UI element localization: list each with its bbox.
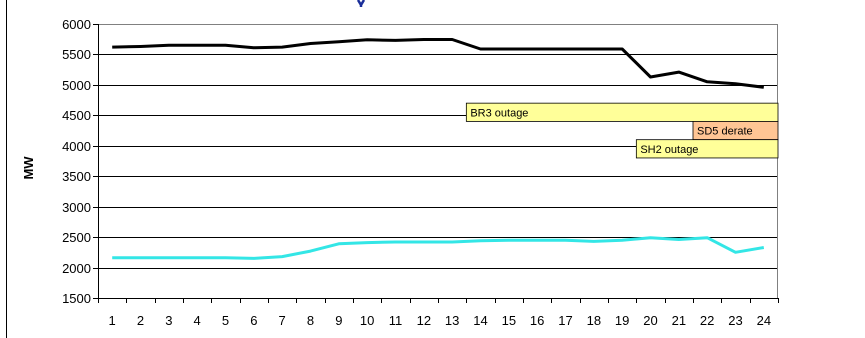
x-tick-label: 21 <box>672 313 686 328</box>
annotation-box <box>635 139 779 159</box>
x-tick-label: 9 <box>335 313 342 328</box>
x-tick-label: 14 <box>473 313 487 328</box>
y-tick-label: 6000 <box>62 17 91 32</box>
y-tick-label: 4500 <box>62 108 91 123</box>
series-line <box>112 236 765 260</box>
clipped-title-fragment <box>356 0 366 7</box>
x-tick-label: 17 <box>558 313 572 328</box>
x-tick-label: 15 <box>502 313 516 328</box>
x-tick-label: 4 <box>194 313 201 328</box>
x-tick-label: 23 <box>728 313 742 328</box>
y-axis-label: MW <box>21 156 36 180</box>
annotation-label: SH2 outage <box>640 144 698 156</box>
x-tick-label: 18 <box>587 313 601 328</box>
y-tick-label: 4000 <box>62 139 91 154</box>
x-tick-label: 3 <box>165 313 172 328</box>
x-tick-label: 20 <box>643 313 657 328</box>
x-tick-label: 8 <box>307 313 314 328</box>
annotation-label: BR3 outage <box>470 107 528 119</box>
x-tick-label: 16 <box>530 313 544 328</box>
x-tick-label: 22 <box>700 313 714 328</box>
x-tick-label: 13 <box>445 313 459 328</box>
x-tick-label: 6 <box>250 313 257 328</box>
annotation-box <box>465 102 779 122</box>
y-tick-label: 3000 <box>62 200 91 215</box>
x-tick-label: 19 <box>615 313 629 328</box>
x-tick-label: 10 <box>360 313 374 328</box>
x-tick-label: 24 <box>757 313 771 328</box>
x-tick-label: 2 <box>137 313 144 328</box>
y-tick-label: 2000 <box>62 261 91 276</box>
x-tick-label: 11 <box>389 313 403 328</box>
y-tick-label: 3500 <box>62 169 91 184</box>
y-tick-label: 5000 <box>62 78 91 93</box>
x-tick-label: 5 <box>222 313 229 328</box>
annotation-label: SD5 derate <box>697 126 753 138</box>
y-tick-label: 2500 <box>62 230 91 245</box>
x-tick-label: 7 <box>279 313 286 328</box>
plot-area: 1500 2000 2500 3000 3500 4000 4500 5000 5500 6000… <box>62 17 779 328</box>
series-line <box>112 38 764 89</box>
y-tick-label: 1500 <box>62 291 91 306</box>
y-tick-label: 5500 <box>62 47 91 62</box>
x-tick-label: 12 <box>417 313 431 328</box>
x-tick-label: 1 <box>109 313 116 328</box>
